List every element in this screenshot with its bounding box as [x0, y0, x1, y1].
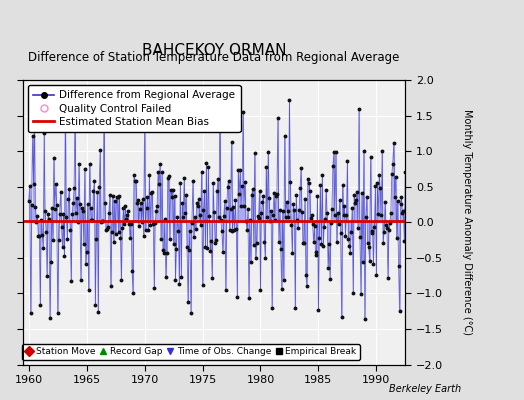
Title: BAHCEKOY ORMAN: BAHCEKOY ORMAN: [142, 43, 287, 58]
Text: Difference of Station Temperature Data from Regional Average: Difference of Station Temperature Data f…: [28, 51, 400, 64]
Legend: Station Move, Record Gap, Time of Obs. Change, Empirical Break: Station Move, Record Gap, Time of Obs. C…: [22, 344, 360, 360]
Y-axis label: Monthly Temperature Anomaly Difference (°C): Monthly Temperature Anomaly Difference (…: [462, 109, 472, 335]
Text: Berkeley Earth: Berkeley Earth: [389, 384, 461, 394]
